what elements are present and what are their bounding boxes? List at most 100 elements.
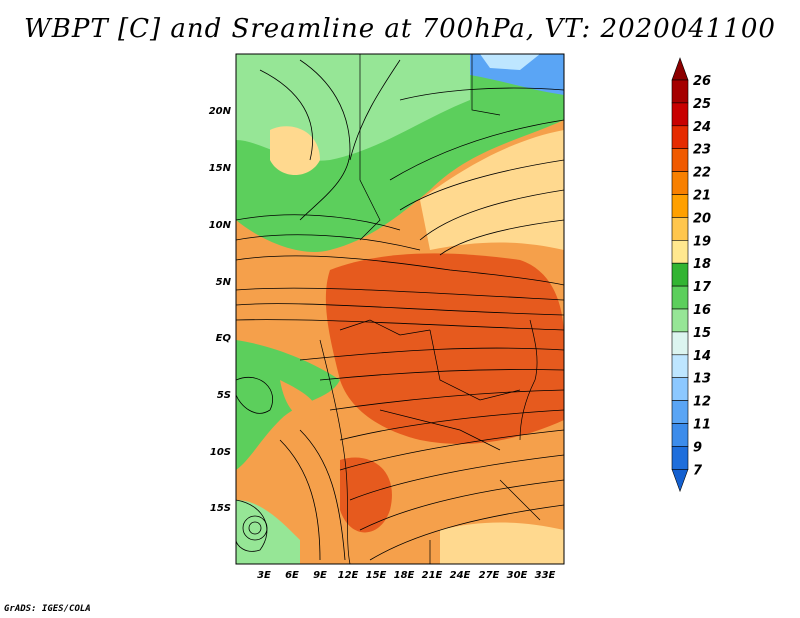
colorbar-label: 7 bbox=[693, 463, 703, 478]
border bbox=[359, 54, 381, 241]
streamline bbox=[349, 59, 401, 161]
streamline bbox=[236, 287, 564, 301]
streamline bbox=[369, 504, 564, 561]
streamline bbox=[399, 87, 564, 101]
map-frame bbox=[235, 53, 565, 565]
colorbar-swatch bbox=[671, 125, 689, 150]
colorbar-label: 20 bbox=[693, 211, 711, 226]
lat-tick-label: 15S bbox=[210, 503, 231, 514]
colorbar-swatch bbox=[671, 262, 689, 287]
lon-tick-label: 3E bbox=[257, 570, 271, 581]
colorbar-swatch bbox=[671, 217, 689, 241]
colorbar-label: 11 bbox=[693, 418, 711, 433]
lon-tick-label: 27E bbox=[479, 570, 500, 581]
mild-region-se bbox=[440, 522, 564, 564]
colorbar-label: 17 bbox=[693, 280, 712, 295]
lat-tick-label: 20N bbox=[209, 106, 232, 117]
map-title: WBPT [C] and Sreamline at 700hPa, VT: 20… bbox=[24, 14, 776, 44]
shaded-field bbox=[236, 54, 564, 564]
streamline bbox=[359, 479, 564, 531]
streamline-eddy bbox=[242, 515, 268, 541]
colorbar-label: 22 bbox=[693, 166, 711, 181]
streamline bbox=[439, 219, 564, 256]
colorbar-bottom-arrow bbox=[671, 469, 689, 493]
colorbar-label: 25 bbox=[693, 97, 711, 112]
lon-tick-label: 30E bbox=[507, 570, 528, 581]
streamline bbox=[236, 499, 268, 552]
colorbar-label: 16 bbox=[693, 303, 711, 318]
colorbar-label: 19 bbox=[693, 234, 711, 249]
grads-credit: GrADS: IGES/COLA bbox=[4, 604, 91, 614]
lat-tick-label: 10S bbox=[210, 447, 231, 458]
colorbar-swatch bbox=[671, 102, 689, 127]
streamline bbox=[236, 303, 564, 316]
colorbar-label: 26 bbox=[693, 74, 711, 89]
mild-region-nw bbox=[270, 126, 320, 175]
streamline bbox=[399, 159, 564, 211]
colorbar-swatch bbox=[671, 285, 689, 310]
lat-tick-label: 5N bbox=[216, 277, 232, 288]
streamline bbox=[339, 409, 564, 441]
colorbar-swatch bbox=[671, 354, 689, 378]
lat-tick-label: 5S bbox=[217, 390, 231, 401]
colorbar-swatch bbox=[671, 331, 689, 356]
boundaries bbox=[319, 54, 541, 564]
colorbar-top-arrow bbox=[671, 57, 689, 81]
colorbar-label: 9 bbox=[693, 440, 702, 455]
lon-tick-label: 18E bbox=[394, 570, 415, 581]
streamline bbox=[236, 214, 401, 231]
streamline bbox=[236, 234, 421, 251]
lake-shore bbox=[519, 319, 538, 441]
streamline bbox=[259, 69, 313, 161]
streamline bbox=[349, 454, 564, 501]
lon-tick-label: 6E bbox=[285, 570, 299, 581]
lon-tick-label: 33E bbox=[535, 570, 556, 581]
lon-tick-label: 24E bbox=[450, 570, 471, 581]
streamline bbox=[299, 59, 351, 221]
lon-axis: 3E 6E 9E 12E 15E 18E 21E 24E 27E 30E 33E bbox=[257, 570, 555, 581]
hot-region-center bbox=[325, 253, 564, 444]
streamlines bbox=[236, 59, 564, 561]
colorbar-label: 23 bbox=[693, 143, 711, 158]
coastline bbox=[319, 339, 351, 564]
border bbox=[339, 319, 431, 336]
colorbar-label: 15 bbox=[693, 326, 711, 341]
warm-island bbox=[280, 380, 320, 421]
colorbar-swatch bbox=[671, 400, 689, 424]
streamline-eddy bbox=[248, 521, 262, 535]
colorbar-swatch bbox=[671, 377, 689, 401]
streamline bbox=[299, 347, 564, 361]
mild-region-ne bbox=[420, 130, 564, 250]
lon-tick-label: 12E bbox=[338, 570, 359, 581]
colorbar-label: 12 bbox=[693, 395, 711, 410]
colorbar-label: 13 bbox=[693, 372, 711, 387]
colorbar-swatch bbox=[671, 194, 689, 218]
colorbar-swatch bbox=[671, 308, 689, 333]
lon-tick-label: 15E bbox=[366, 570, 387, 581]
lon-tick-label: 21E bbox=[422, 570, 443, 581]
streamline bbox=[236, 319, 564, 331]
green-region-west bbox=[236, 340, 340, 470]
colorbar-swatch bbox=[671, 446, 689, 470]
streamline bbox=[419, 189, 564, 241]
streamline bbox=[319, 369, 564, 381]
border bbox=[379, 409, 501, 451]
colorbar: 26 25 24 23 22 21 20 19 18 17 16 15 14 13 12 11 9 7 bbox=[671, 57, 712, 493]
colorbar-swatch bbox=[671, 79, 689, 104]
lat-tick-label: 15N bbox=[209, 163, 232, 174]
streamline bbox=[339, 429, 564, 471]
streamline bbox=[299, 429, 346, 561]
colorbar-label: 18 bbox=[693, 257, 711, 272]
colorbar-swatch bbox=[671, 423, 689, 447]
border bbox=[471, 54, 501, 116]
streamline bbox=[279, 439, 321, 561]
pale-blue-region bbox=[480, 54, 540, 70]
colorbar-label: 24 bbox=[693, 120, 711, 135]
lat-tick-label: 10N bbox=[209, 220, 232, 231]
lon-tick-label: 9E bbox=[313, 570, 327, 581]
lat-tick-label: EQ bbox=[216, 333, 232, 344]
colorbar-label: 21 bbox=[693, 189, 711, 204]
streamline bbox=[389, 119, 564, 181]
border bbox=[499, 479, 541, 521]
